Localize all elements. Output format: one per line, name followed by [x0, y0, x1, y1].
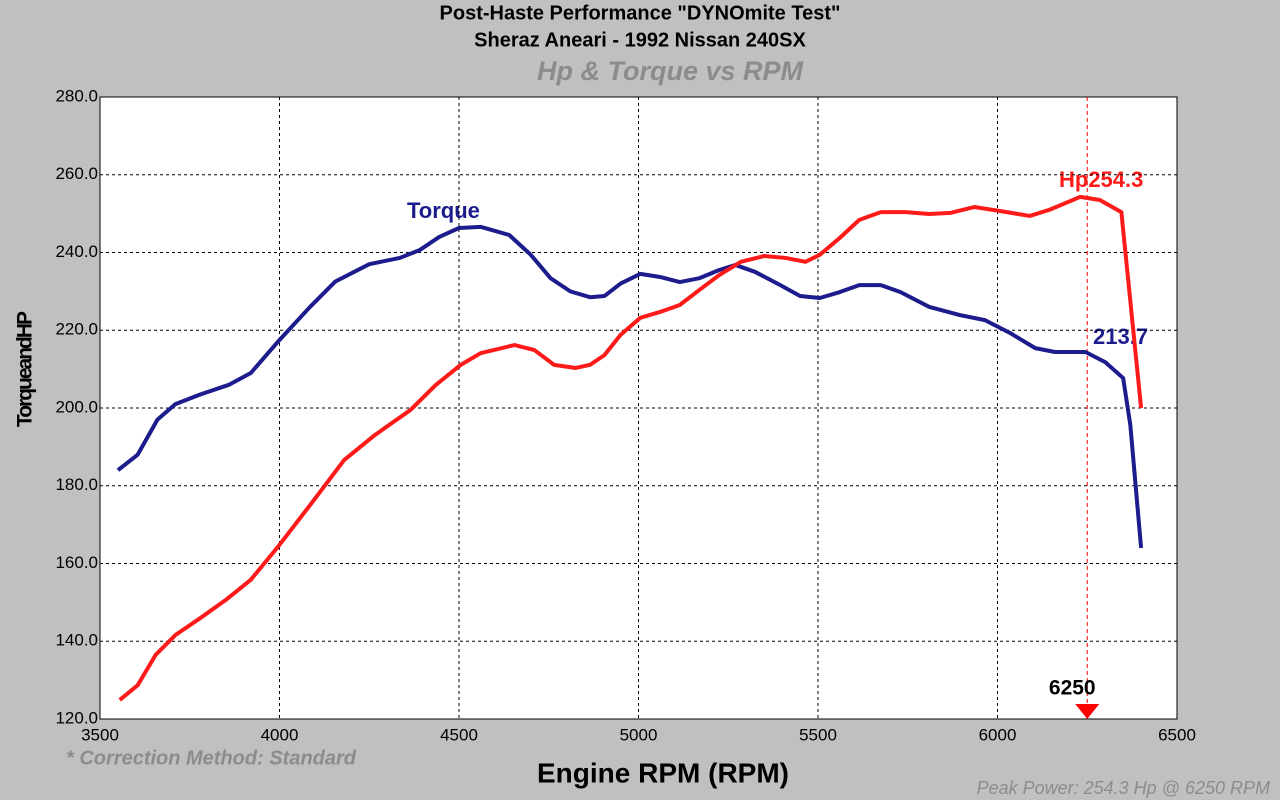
y-tick-label: 240.0: [55, 242, 98, 261]
series-line: [116, 224, 1144, 549]
plot-title: Hp & Torque vs RPM: [537, 56, 804, 86]
y-tick-label: 160.0: [55, 553, 98, 572]
y-tick-label: 140.0: [55, 631, 98, 650]
peak-note: Peak Power: 254.3 Hp @ 6250 RPM: [977, 778, 1270, 798]
y-tick-label: 120.0: [55, 708, 98, 727]
y-tick-label: 220.0: [55, 320, 98, 339]
x-tick-label: 6500: [1158, 725, 1196, 744]
y-tick-label: 280.0: [55, 86, 98, 105]
y-tick-label: 200.0: [55, 397, 98, 416]
y-tick-label: 260.0: [55, 164, 98, 183]
plot-border: [99, 96, 1178, 720]
x-tick-label: 5000: [620, 725, 658, 744]
series-line: [118, 194, 1144, 702]
peak-marker-arrow: [1075, 704, 1100, 719]
x-tick-label: 5500: [799, 725, 837, 744]
hp-annotation: Hp254.3: [1059, 167, 1143, 192]
chart-subtitle: Sheraz Aneari - 1992 Nissan 240SX: [474, 29, 806, 51]
x-tick-label: 4000: [261, 725, 299, 744]
x-tick-label: 3500: [81, 725, 119, 744]
correction-note: * Correction Method: Standard: [66, 747, 357, 769]
chart-title: Post-Haste Performance "DYNOmite Test": [440, 2, 841, 24]
torque-annotation: Torque: [407, 198, 480, 223]
y-tick-label: 180.0: [55, 475, 98, 494]
x-tick-label: 6000: [979, 725, 1017, 744]
x-axis-label: Engine RPM (RPM): [537, 757, 789, 788]
x-tick-label: 4500: [440, 725, 478, 744]
peak-marker-label: 6250: [1049, 677, 1096, 700]
y-axis-label: TorqueandHP: [14, 311, 37, 427]
torque-end-annotation: 213.7: [1093, 324, 1148, 349]
